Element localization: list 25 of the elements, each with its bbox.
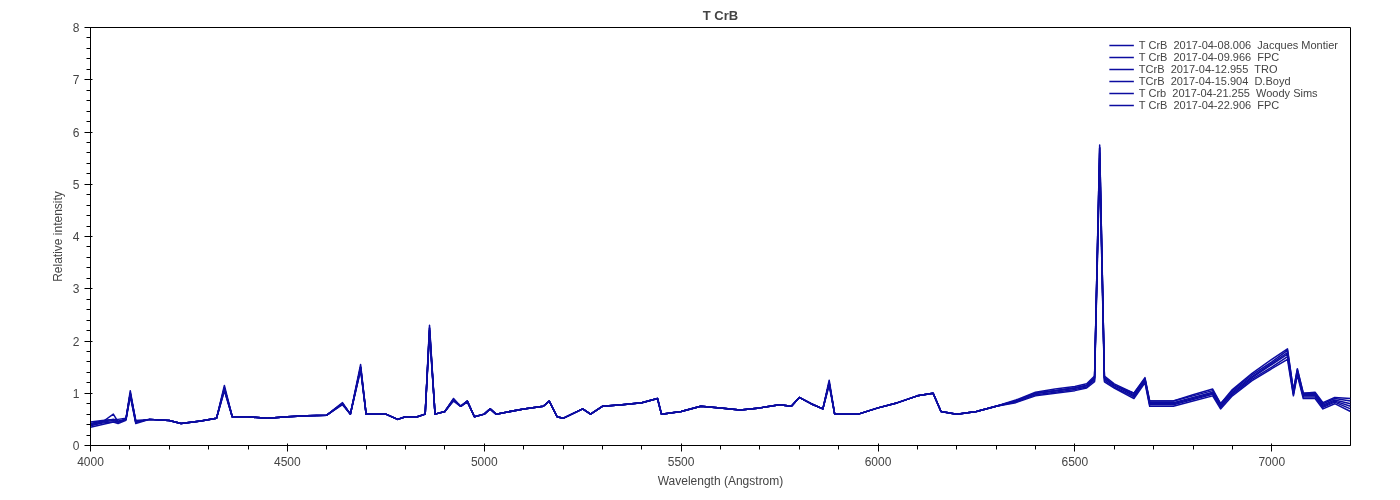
legend-label: T Crb 2017-04-21.255 Woody Sims xyxy=(1138,87,1318,99)
legend-label: T CrB 2017-04-09.966 FPC xyxy=(1138,51,1280,63)
x-tick-label: 5000 xyxy=(470,454,498,469)
y-tick-label: 6 xyxy=(72,125,80,140)
y-tick-label: 8 xyxy=(72,21,80,35)
y-tick-label: 3 xyxy=(72,282,80,297)
x-tick-label: 6000 xyxy=(864,454,892,469)
x-axis-title: Wavelength (Angstrom) xyxy=(657,473,784,488)
x-tick-label: 6500 xyxy=(1061,454,1089,469)
x-tick-label: 5500 xyxy=(667,454,695,469)
x-tick-label: 7000 xyxy=(1258,454,1286,469)
legend-label: TCrB 2017-04-15.904 D.Boyd xyxy=(1138,75,1291,87)
x-tick-label: 4000 xyxy=(77,454,105,469)
chart-title: T CrB xyxy=(702,7,739,23)
x-tick-label: 4500 xyxy=(274,454,302,469)
y-tick-label: 7 xyxy=(72,73,80,88)
legend-label: T CrB 2017-04-22.906 FPC xyxy=(1138,99,1280,111)
legend-label: T CrB 2017-04-08.006 Jacques Montier xyxy=(1138,39,1338,51)
y-tick-label: 1 xyxy=(72,386,80,401)
legend-label: TCrB 2017-04-12.955 TRO xyxy=(1138,63,1278,75)
y-tick-label: 5 xyxy=(72,177,80,192)
y-tick-label: 2 xyxy=(72,334,80,349)
y-axis-title: Relative intensity xyxy=(50,191,65,282)
y-tick-label: 0 xyxy=(72,439,80,453)
y-tick-label: 4 xyxy=(72,230,80,244)
